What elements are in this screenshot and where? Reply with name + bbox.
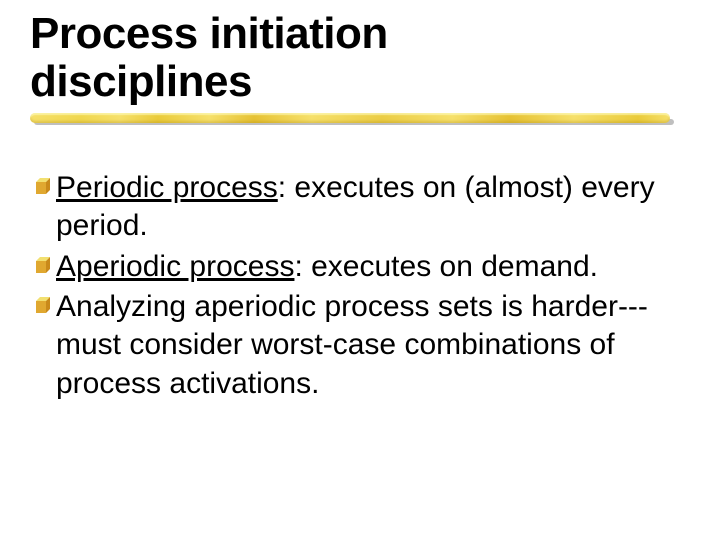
list-item: Analyzing aperiodic process sets is hard…: [32, 288, 690, 403]
slide-container: Process initiation disciplines Periodic …: [0, 0, 720, 540]
list-item: Aperiodic process: executes on demand.: [32, 248, 690, 286]
slide-title: Process initiation disciplines: [30, 10, 690, 107]
bullet-term: Periodic process: [56, 171, 278, 204]
bullet-text: Aperiodic process: executes on demand.: [56, 248, 598, 286]
underline-main: [30, 113, 670, 123]
cube-bullet-icon: [32, 255, 54, 277]
bullet-rest: : executes on demand.: [294, 250, 598, 283]
bullet-term: Aperiodic process: [56, 250, 294, 283]
bullet-text: Periodic process: executes on (almost) e…: [56, 169, 690, 246]
list-item: Periodic process: executes on (almost) e…: [32, 169, 690, 246]
bullet-list: Periodic process: executes on (almost) e…: [30, 169, 690, 403]
bullet-text: Analyzing aperiodic process sets is hard…: [56, 288, 690, 403]
cube-bullet-icon: [32, 176, 54, 198]
title-line-2: disciplines: [30, 57, 252, 106]
cube-bullet-icon: [32, 295, 54, 317]
bullet-rest: Analyzing aperiodic process sets is hard…: [56, 290, 648, 400]
title-underline: [30, 113, 670, 133]
title-line-1: Process initiation: [30, 9, 388, 58]
